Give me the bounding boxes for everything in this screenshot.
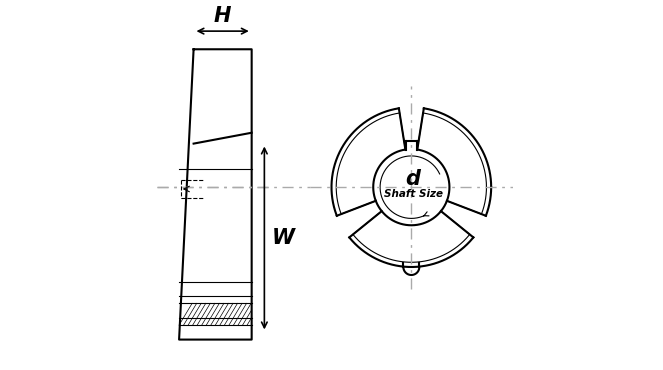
Text: W: W bbox=[272, 228, 294, 248]
Text: Shaft Size: Shaft Size bbox=[384, 189, 443, 199]
Text: d: d bbox=[406, 169, 420, 189]
Text: H: H bbox=[214, 6, 231, 26]
